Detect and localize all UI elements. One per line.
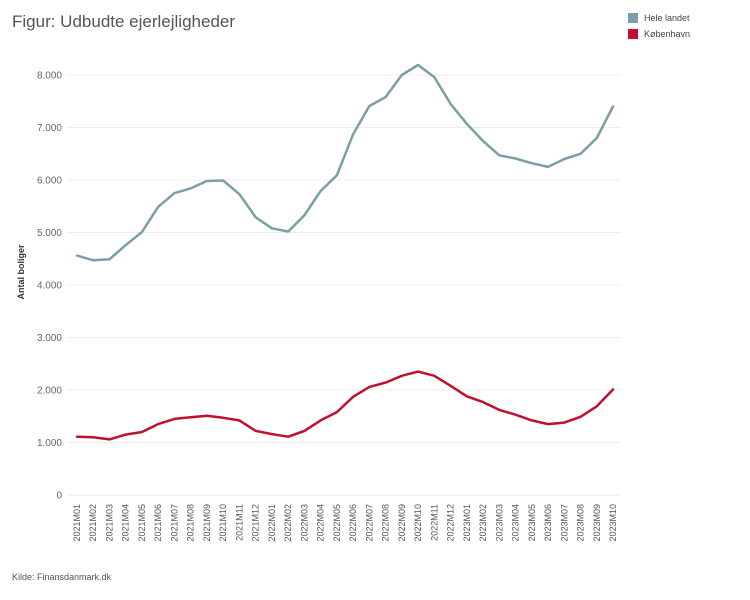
x-tick-label: 2021M03 xyxy=(104,504,114,542)
source-note: Kilde: Finansdanmark.dk xyxy=(12,572,112,582)
legend-label-hele-landet: Hele landet xyxy=(644,13,690,23)
x-tick-label: 2023M06 xyxy=(543,504,553,542)
x-tick-label: 2022M12 xyxy=(446,504,456,542)
chart-title: Figur: Udbudte ejerlejligheder xyxy=(12,12,236,31)
y-tick-label: 5.000 xyxy=(37,228,62,239)
x-tick-label: 2021M05 xyxy=(137,504,147,542)
y-axis-ticks: 0 1.000 2.000 3.000 4.000 5.000 6.000 7.000 8.00… xyxy=(37,71,62,502)
x-tick-label: 2023M01 xyxy=(462,504,472,542)
x-tick-label: 2021M09 xyxy=(202,504,212,542)
x-tick-label: 2022M11 xyxy=(429,504,439,541)
gridlines xyxy=(68,74,620,496)
x-tick-label: 2023M07 xyxy=(559,504,569,542)
x-tick-label: 2021M12 xyxy=(251,504,261,542)
x-tick-label: 2023M10 xyxy=(608,504,618,542)
legend-item-koebenhavn[interactable]: København xyxy=(628,26,690,42)
x-tick-label: 2021M06 xyxy=(153,504,163,542)
x-tick-label: 2022M10 xyxy=(413,504,423,542)
series-lines xyxy=(75,63,615,441)
series-line-koebenhavn[interactable] xyxy=(75,370,615,441)
x-tick-label: 2023M03 xyxy=(494,504,504,542)
x-tick-label: 2023M08 xyxy=(576,504,586,542)
y-tick-label: 4.000 xyxy=(37,281,62,292)
x-tick-label: 2021M07 xyxy=(169,504,179,542)
x-tick-label: 2022M06 xyxy=(348,504,358,542)
x-tick-label: 2023M02 xyxy=(478,504,488,542)
x-tick-label: 2022M01 xyxy=(267,504,277,542)
y-tick-label: 6.000 xyxy=(37,176,62,187)
y-tick-label: 8.000 xyxy=(37,71,62,82)
x-tick-label: 2022M04 xyxy=(316,504,326,542)
legend-swatch-hele-landet xyxy=(628,13,638,23)
y-tick-label: 3.000 xyxy=(37,333,62,344)
x-tick-label: 2021M10 xyxy=(218,504,228,542)
y-tick-label: 1.000 xyxy=(37,438,62,449)
legend-item-hele-landet[interactable]: Hele landet xyxy=(628,10,690,26)
x-tick-label: 2022M03 xyxy=(299,504,309,542)
x-tick-label: 2022M09 xyxy=(397,504,407,542)
x-tick-label: 2021M04 xyxy=(121,504,131,542)
y-tick-label: 0 xyxy=(56,491,62,502)
x-tick-label: 2022M02 xyxy=(283,504,293,542)
x-tick-label: 2022M05 xyxy=(332,504,342,542)
x-tick-label: 2023M04 xyxy=(511,504,521,542)
x-tick-label: 2023M09 xyxy=(592,504,602,542)
x-tick-label: 2021M02 xyxy=(88,504,98,542)
x-tick-label: 2021M08 xyxy=(186,504,196,542)
x-tick-label: 2021M01 xyxy=(72,504,82,542)
x-axis-ticks: 2021M01 2021M02 2021M03 2021M04 2021M05 2021M… xyxy=(72,504,618,542)
legend: Hele landet København xyxy=(628,10,690,42)
legend-swatch-koebenhavn xyxy=(628,29,638,39)
y-tick-label: 7.000 xyxy=(37,123,62,134)
x-tick-label: 2022M08 xyxy=(381,504,391,542)
x-tick-label: 2023M05 xyxy=(527,504,537,542)
legend-label-koebenhavn: København xyxy=(644,29,691,39)
series-line-hele-landet[interactable] xyxy=(75,63,615,262)
y-tick-label: 2.000 xyxy=(37,386,62,397)
y-axis-label: Antal boliger xyxy=(16,244,26,299)
x-tick-label: 2021M11 xyxy=(234,504,244,541)
x-tick-label: 2022M07 xyxy=(364,504,374,542)
